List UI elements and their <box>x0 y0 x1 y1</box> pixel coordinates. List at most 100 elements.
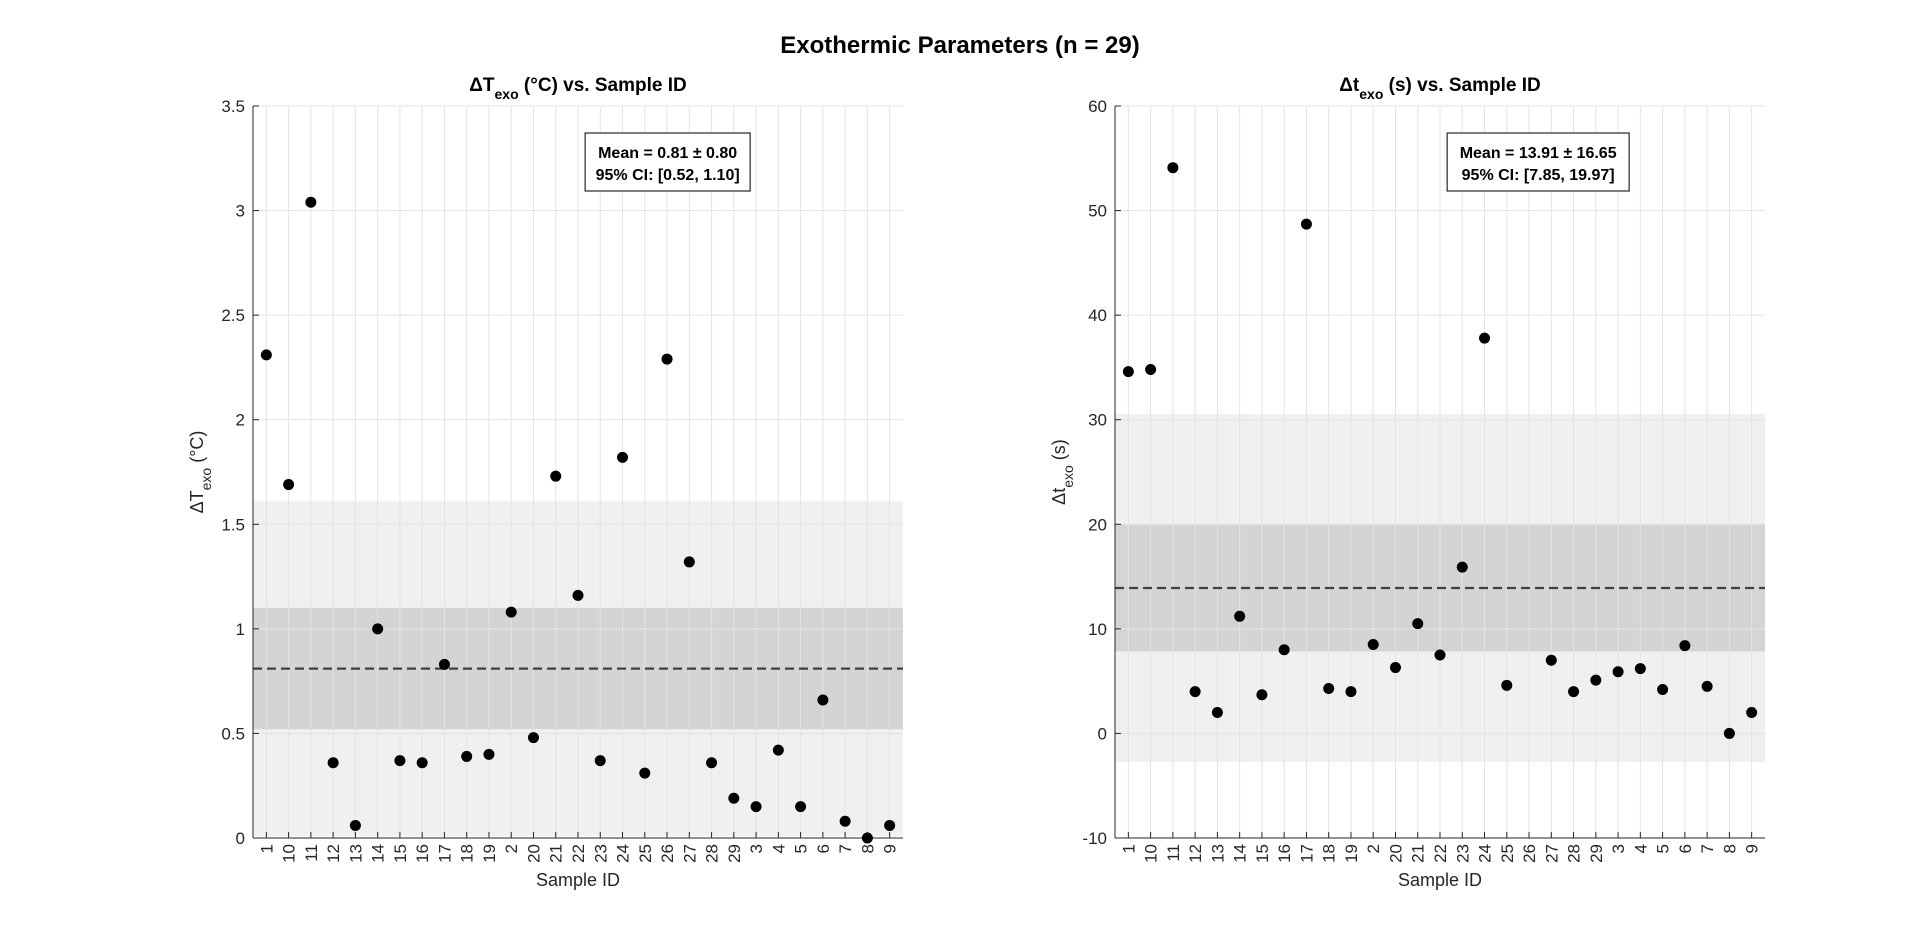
y-tick-label: 0.5 <box>221 724 245 743</box>
data-point <box>639 767 651 779</box>
data-point <box>1412 618 1424 630</box>
x-tick-label: 29 <box>725 844 744 863</box>
x-tick-label: 8 <box>858 844 877 853</box>
data-point <box>416 757 428 769</box>
data-point <box>750 801 762 813</box>
y-tick-label: 1.5 <box>221 515 245 534</box>
x-tick-label: 23 <box>591 844 610 863</box>
x-axis-label: Sample ID <box>536 870 620 890</box>
x-tick-label: 11 <box>302 844 321 862</box>
data-point <box>1545 654 1557 666</box>
data-point <box>260 349 272 361</box>
x-tick-label: 14 <box>1231 844 1250 863</box>
x-tick-label: 10 <box>280 844 299 863</box>
x-tick-label: 27 <box>1542 844 1561 863</box>
data-point <box>795 801 807 813</box>
data-point <box>1723 727 1735 739</box>
stats-box <box>1446 132 1630 192</box>
data-point <box>505 606 517 618</box>
data-point <box>1612 666 1624 678</box>
x-tick-label: 8 <box>1720 844 1739 853</box>
y-tick-label: 20 <box>1088 515 1107 534</box>
data-point <box>1746 707 1758 719</box>
x-tick-label: 6 <box>1676 844 1695 853</box>
y-tick-label: 0 <box>236 829 245 848</box>
data-point <box>327 757 339 769</box>
data-point <box>1211 707 1223 719</box>
x-tick-label: 27 <box>680 844 699 863</box>
data-point <box>1434 649 1446 661</box>
x-axis-label: Sample ID <box>1398 870 1482 890</box>
stats-text: 95% CI: [0.52, 1.10] <box>596 167 740 184</box>
y-tick-label: 2.5 <box>221 306 245 325</box>
data-point <box>1345 686 1357 698</box>
x-tick-label: 17 <box>1297 844 1316 863</box>
x-tick-label: 28 <box>1565 844 1584 863</box>
stats-box <box>584 132 751 192</box>
x-tick-label: 10 <box>1142 844 1161 863</box>
stats-text: Mean = 0.81 ± 0.80 <box>598 145 737 162</box>
data-point <box>594 755 606 767</box>
data-point <box>839 815 851 827</box>
data-point <box>884 819 896 831</box>
x-tick-label: 19 <box>480 844 499 863</box>
x-tick-label: 24 <box>614 844 633 863</box>
data-point <box>305 196 317 208</box>
subplot-title: Δtexo (s) vs. Sample ID <box>1339 75 1540 102</box>
x-tick-label: 7 <box>1698 844 1717 853</box>
data-point <box>1167 162 1179 174</box>
y-tick-label: -10 <box>1082 829 1107 848</box>
x-tick-label: 26 <box>658 844 677 863</box>
data-point <box>1367 639 1379 651</box>
x-tick-label: 11 <box>1164 844 1183 862</box>
x-tick-label: 29 <box>1587 844 1606 863</box>
data-point <box>550 470 562 482</box>
data-point <box>1479 332 1491 344</box>
data-point <box>617 451 629 463</box>
x-tick-label: 28 <box>703 844 722 863</box>
figure-title: Exothermic Parameters (n = 29) <box>780 32 1140 59</box>
x-tick-label: 18 <box>458 844 477 863</box>
x-tick-label: 20 <box>524 844 543 863</box>
data-point <box>1568 686 1580 698</box>
x-tick-label: 2 <box>502 844 521 853</box>
y-tick-label: 3.5 <box>221 97 245 116</box>
data-point <box>372 623 384 635</box>
data-point <box>706 757 718 769</box>
x-tick-label: 5 <box>1654 844 1673 853</box>
x-tick-label: 26 <box>1520 844 1539 863</box>
data-point <box>283 479 295 491</box>
x-tick-label: 2 <box>1364 844 1383 853</box>
data-point <box>1278 644 1290 656</box>
x-tick-label: 4 <box>1631 844 1650 853</box>
x-tick-label: 15 <box>1253 844 1272 863</box>
x-tick-label: 9 <box>1743 844 1762 853</box>
x-tick-label: 5 <box>792 844 811 853</box>
x-tick-label: 16 <box>413 844 432 863</box>
x-tick-label: 12 <box>324 844 343 863</box>
data-point <box>572 589 584 601</box>
y-tick-label: 2 <box>236 411 245 430</box>
x-tick-label: 22 <box>569 844 588 863</box>
data-point <box>1501 679 1513 691</box>
data-point <box>772 744 784 756</box>
data-point <box>1323 682 1335 694</box>
data-point <box>728 792 740 804</box>
x-tick-label: 15 <box>391 844 410 863</box>
x-tick-label: 9 <box>881 844 900 853</box>
data-point <box>1679 640 1691 652</box>
y-tick-label: 0 <box>1098 724 1107 743</box>
x-tick-label: 3 <box>747 844 766 853</box>
x-tick-label: 21 <box>547 844 566 863</box>
x-tick-label: 7 <box>836 844 855 853</box>
x-tick-label: 25 <box>636 844 655 863</box>
x-tick-label: 13 <box>1208 844 1227 863</box>
x-tick-label: 14 <box>369 844 388 863</box>
x-tick-label: 21 <box>1409 844 1428 863</box>
data-point <box>527 732 539 744</box>
data-point <box>438 658 450 670</box>
data-point <box>661 353 673 365</box>
y-tick-label: 60 <box>1088 97 1107 116</box>
